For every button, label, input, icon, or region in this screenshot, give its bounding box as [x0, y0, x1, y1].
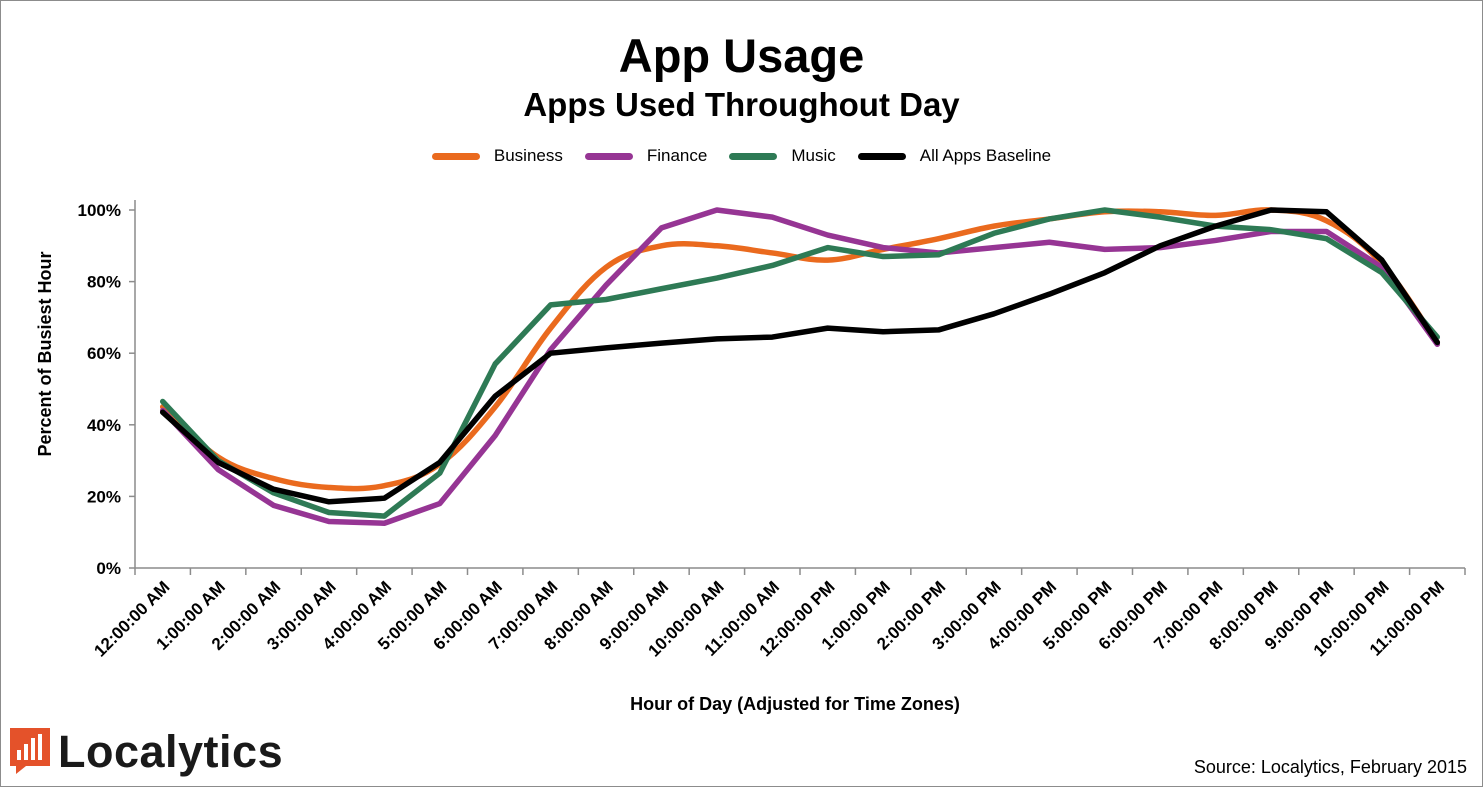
bar-chart-logo-icon — [10, 728, 50, 774]
series-line-all-apps-baseline — [159, 207, 1441, 505]
y-tick-label: 80% — [87, 273, 121, 292]
legend-swatch — [431, 152, 480, 160]
chart-title: App Usage — [618, 29, 865, 82]
legend-label: Music — [791, 146, 836, 165]
legend-item-all-apps-baseline: All Apps Baseline — [857, 146, 1052, 166]
legend-label: All Apps Baseline — [919, 146, 1052, 165]
legend-item-business: Business — [431, 146, 563, 166]
y-tick-label: 0% — [96, 559, 121, 578]
y-tick-label: 60% — [87, 344, 121, 363]
series-line-business — [159, 207, 1441, 492]
localytics-logo: Localytics — [10, 728, 283, 774]
legend-swatch — [857, 152, 906, 160]
legend-item-finance: Finance — [584, 146, 708, 166]
y-tick-label: 20% — [87, 487, 121, 506]
y-tick-label: 40% — [87, 416, 121, 435]
legend-swatch — [729, 152, 778, 160]
legend-label: Business — [493, 146, 563, 165]
source-note: Source: Localytics, February 2015 — [1193, 757, 1467, 777]
legend-item-music: Music — [729, 146, 836, 166]
legend-label: Finance — [646, 146, 708, 165]
y-axis-label: Percent of Busiest Hour — [35, 251, 55, 456]
chart-subtitle: Apps Used Throughout Day — [523, 86, 960, 123]
logo-text: Localytics — [58, 725, 284, 777]
y-tick-label: 100% — [78, 201, 121, 220]
series-line-music — [159, 207, 1441, 519]
x-axis-label: Hour of Day (Adjusted for Time Zones) — [630, 694, 960, 714]
chart-legend: Business Finance Music All Apps Baseline — [0, 146, 1483, 166]
series-line-finance — [159, 207, 1441, 526]
legend-swatch — [584, 152, 633, 160]
